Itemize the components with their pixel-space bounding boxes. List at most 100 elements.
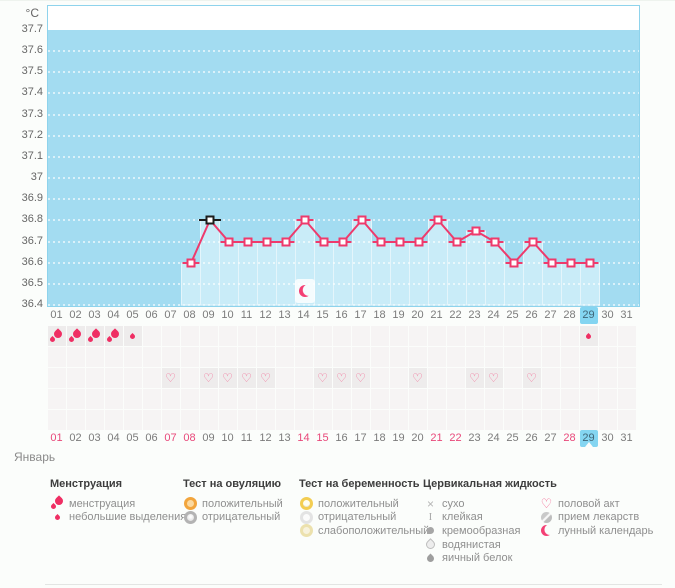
event-cell-row1-day29[interactable] <box>579 326 598 346</box>
event-cell-row1-day9[interactable] <box>199 326 218 346</box>
event-cell-row2-day9[interactable] <box>199 347 218 367</box>
event-cell-row4-day8[interactable] <box>180 389 199 409</box>
event-cell-row4-day3[interactable] <box>85 389 104 409</box>
day-number-bottom-02[interactable]: 02 <box>69 432 82 444</box>
event-cell-row1-day11[interactable] <box>237 326 256 346</box>
event-cell-row4-day5[interactable] <box>123 389 142 409</box>
day-number-bottom-04[interactable]: 04 <box>107 432 120 444</box>
day-number-bottom-12[interactable]: 12 <box>259 432 272 444</box>
event-cell-row4-day21[interactable] <box>427 389 446 409</box>
event-cell-row5-day29[interactable] <box>579 410 598 430</box>
event-cell-row3-day16[interactable]: ♡ <box>332 368 351 388</box>
event-cell-row1-day23[interactable] <box>465 326 484 346</box>
event-cell-row1-day16[interactable] <box>332 326 351 346</box>
event-cell-row5-day31[interactable] <box>617 410 636 430</box>
event-cell-row1-day17[interactable] <box>351 326 370 346</box>
day-number-top-13[interactable]: 13 <box>278 309 291 321</box>
day-number-top-29[interactable]: 29 <box>579 307 598 324</box>
event-cell-row2-day6[interactable] <box>142 347 161 367</box>
day-number-bottom-26[interactable]: 26 <box>525 432 538 444</box>
event-cell-row2-day22[interactable] <box>446 347 465 367</box>
event-cell-row4-day29[interactable] <box>579 389 598 409</box>
temp-point-day-17[interactable] <box>357 215 367 225</box>
day-number-top-04[interactable]: 04 <box>107 309 120 321</box>
event-cell-row4-day1[interactable] <box>47 389 66 409</box>
event-cell-row3-day13[interactable] <box>275 368 294 388</box>
event-cell-row3-day28[interactable] <box>560 368 579 388</box>
event-cell-row3-day20[interactable]: ♡ <box>408 368 427 388</box>
event-cell-row1-day1[interactable] <box>47 326 66 346</box>
event-cell-row2-day27[interactable] <box>541 347 560 367</box>
event-cell-row1-day21[interactable] <box>427 326 446 346</box>
day-number-bottom-20[interactable]: 20 <box>411 432 424 444</box>
day-number-top-11[interactable]: 11 <box>240 309 253 321</box>
event-cell-row4-day10[interactable] <box>218 389 237 409</box>
event-cell-row4-day12[interactable] <box>256 389 275 409</box>
event-cell-row3-day4[interactable] <box>104 368 123 388</box>
event-cell-row3-day15[interactable]: ♡ <box>313 368 332 388</box>
day-number-bottom-22[interactable]: 22 <box>449 432 462 444</box>
event-cell-row3-day21[interactable] <box>427 368 446 388</box>
event-cell-row3-day10[interactable]: ♡ <box>218 368 237 388</box>
day-number-top-21[interactable]: 21 <box>430 309 443 321</box>
day-number-top-14[interactable]: 14 <box>297 309 310 321</box>
event-cell-row1-day18[interactable] <box>370 326 389 346</box>
event-cell-row3-day3[interactable] <box>85 368 104 388</box>
event-cell-row5-day25[interactable] <box>503 410 522 430</box>
event-cell-row5-day3[interactable] <box>85 410 104 430</box>
day-number-top-07[interactable]: 07 <box>164 309 177 321</box>
event-cell-row1-day15[interactable] <box>313 326 332 346</box>
event-cell-row1-day14[interactable] <box>294 326 313 346</box>
event-cell-row2-day7[interactable] <box>161 347 180 367</box>
day-number-top-28[interactable]: 28 <box>563 309 576 321</box>
event-cell-row2-day24[interactable] <box>484 347 503 367</box>
temp-point-day-12[interactable] <box>262 237 272 247</box>
event-cell-row1-day7[interactable] <box>161 326 180 346</box>
event-cell-row4-day18[interactable] <box>370 389 389 409</box>
event-cell-row3-day17[interactable]: ♡ <box>351 368 370 388</box>
day-number-top-05[interactable]: 05 <box>126 309 139 321</box>
day-number-top-18[interactable]: 18 <box>373 309 386 321</box>
event-cell-row4-day7[interactable] <box>161 389 180 409</box>
temp-point-day-11[interactable] <box>243 237 253 247</box>
event-cell-row2-day14[interactable] <box>294 347 313 367</box>
event-cell-row1-day25[interactable] <box>503 326 522 346</box>
event-cell-row1-day22[interactable] <box>446 326 465 346</box>
event-cell-row1-day10[interactable] <box>218 326 237 346</box>
event-cell-row2-day1[interactable] <box>47 347 66 367</box>
event-cell-row5-day27[interactable] <box>541 410 560 430</box>
event-cell-row4-day26[interactable] <box>522 389 541 409</box>
event-cell-row4-day11[interactable] <box>237 389 256 409</box>
event-cell-row3-day18[interactable] <box>370 368 389 388</box>
temp-point-day-20[interactable] <box>414 237 424 247</box>
temp-point-day-29[interactable] <box>585 258 595 268</box>
event-cell-row3-day23[interactable]: ♡ <box>465 368 484 388</box>
event-cell-row3-day19[interactable] <box>389 368 408 388</box>
event-cell-row5-day21[interactable] <box>427 410 446 430</box>
temp-point-day-24[interactable] <box>490 237 500 247</box>
event-cell-row3-day30[interactable] <box>598 368 617 388</box>
day-number-top-30[interactable]: 30 <box>601 309 614 321</box>
event-cell-row2-day31[interactable] <box>617 347 636 367</box>
event-cell-row5-day11[interactable] <box>237 410 256 430</box>
day-number-bottom-11[interactable]: 11 <box>240 432 253 444</box>
event-cell-row2-day2[interactable] <box>66 347 85 367</box>
event-cell-row3-day24[interactable]: ♡ <box>484 368 503 388</box>
day-number-top-01[interactable]: 01 <box>50 309 63 321</box>
event-cell-row5-day8[interactable] <box>180 410 199 430</box>
day-number-bottom-28[interactable]: 28 <box>563 432 576 444</box>
event-cell-row5-day14[interactable] <box>294 410 313 430</box>
event-cell-row2-day29[interactable] <box>579 347 598 367</box>
day-number-top-31[interactable]: 31 <box>620 309 633 321</box>
event-cell-row5-day13[interactable] <box>275 410 294 430</box>
day-number-top-09[interactable]: 09 <box>202 309 215 321</box>
event-cell-row2-day3[interactable] <box>85 347 104 367</box>
event-cell-row3-day25[interactable] <box>503 368 522 388</box>
event-cell-row1-day6[interactable] <box>142 326 161 346</box>
day-number-top-20[interactable]: 20 <box>411 309 424 321</box>
event-cell-row4-day28[interactable] <box>560 389 579 409</box>
day-number-bottom-03[interactable]: 03 <box>88 432 101 444</box>
event-cell-row1-day5[interactable] <box>123 326 142 346</box>
event-cell-row2-day15[interactable] <box>313 347 332 367</box>
event-cell-row3-day31[interactable] <box>617 368 636 388</box>
